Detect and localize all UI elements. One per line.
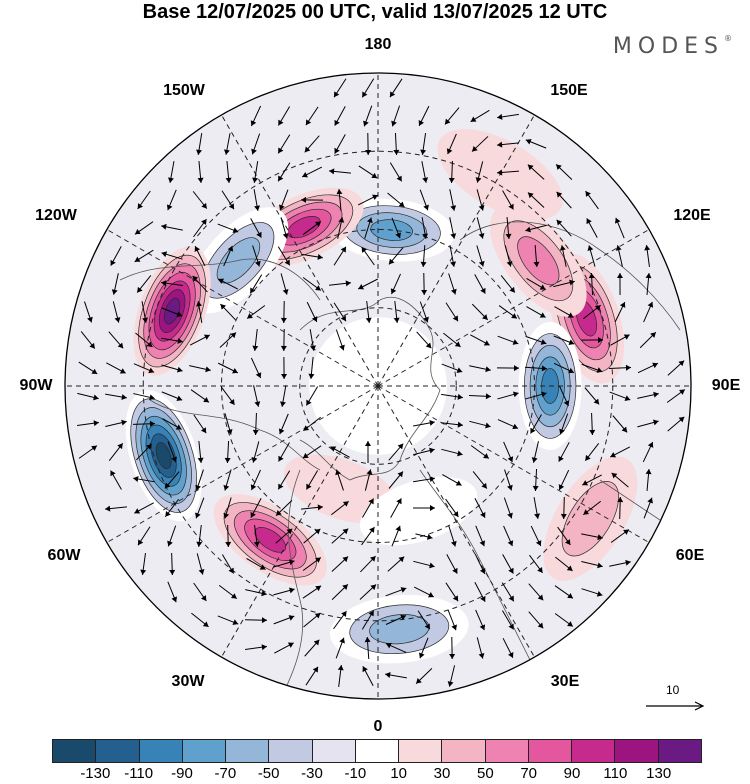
lon-label-0: 0 bbox=[374, 718, 383, 736]
lon-label-120e: 120E bbox=[673, 207, 710, 225]
colorbar-tick-label: 90 bbox=[564, 766, 581, 782]
colorbar bbox=[52, 739, 702, 763]
colorbar-tick-label: -50 bbox=[258, 766, 280, 782]
lon-label-90w: 90W bbox=[20, 377, 53, 395]
colorbar-box bbox=[615, 740, 658, 762]
lon-label-60w: 60W bbox=[48, 547, 81, 565]
lon-label-30w: 30W bbox=[172, 673, 205, 691]
colorbar-box bbox=[529, 740, 572, 762]
colorbar-tick-label: 110 bbox=[603, 766, 627, 782]
colorbar-tick-label: -130 bbox=[80, 766, 110, 782]
colorbar-tick-label: -90 bbox=[171, 766, 193, 782]
lon-label-120w: 120W bbox=[35, 207, 77, 225]
colorbar-tick-label: 130 bbox=[646, 766, 671, 782]
lon-label-180: 180 bbox=[365, 36, 392, 54]
colorbar-tick-label: -70 bbox=[214, 766, 236, 782]
lon-label-150w: 150W bbox=[163, 82, 205, 100]
lon-label-90e: 90E bbox=[712, 377, 740, 395]
colorbar-box bbox=[96, 740, 139, 762]
colorbar-box bbox=[183, 740, 226, 762]
colorbar-box bbox=[269, 740, 312, 762]
colorbar-box bbox=[313, 740, 356, 762]
colorbar-tick-label: -10 bbox=[344, 766, 366, 782]
colorbar-tick-label: 10 bbox=[390, 766, 407, 782]
lon-label-30e: 30E bbox=[551, 673, 579, 691]
lon-label-60e: 60E bbox=[676, 547, 704, 565]
polar-anomaly-map bbox=[0, 0, 750, 735]
colorbar-tick-label: 70 bbox=[520, 766, 537, 782]
colorbar-box bbox=[572, 740, 615, 762]
colorbar-tick-label: -110 bbox=[124, 766, 153, 782]
colorbar-box bbox=[226, 740, 269, 762]
colorbar-tick-label: 30 bbox=[434, 766, 451, 782]
lon-label-150e: 150E bbox=[550, 82, 587, 100]
colorbar-box bbox=[53, 740, 96, 762]
colorbar-ticks: -130 -110 -90 -70 -50 -30 -10 10 30 50 70 90 110 130 bbox=[52, 766, 702, 784]
colorbar-tick-label: -30 bbox=[301, 766, 323, 782]
colorbar-tick-label: 50 bbox=[477, 766, 494, 782]
colorbar-box bbox=[659, 740, 701, 762]
colorbar-box bbox=[356, 740, 399, 762]
colorbar-box bbox=[140, 740, 183, 762]
colorbar-box bbox=[442, 740, 485, 762]
colorbar-box bbox=[399, 740, 442, 762]
wind-scale-arrow bbox=[646, 684, 706, 714]
colorbar-box bbox=[486, 740, 529, 762]
